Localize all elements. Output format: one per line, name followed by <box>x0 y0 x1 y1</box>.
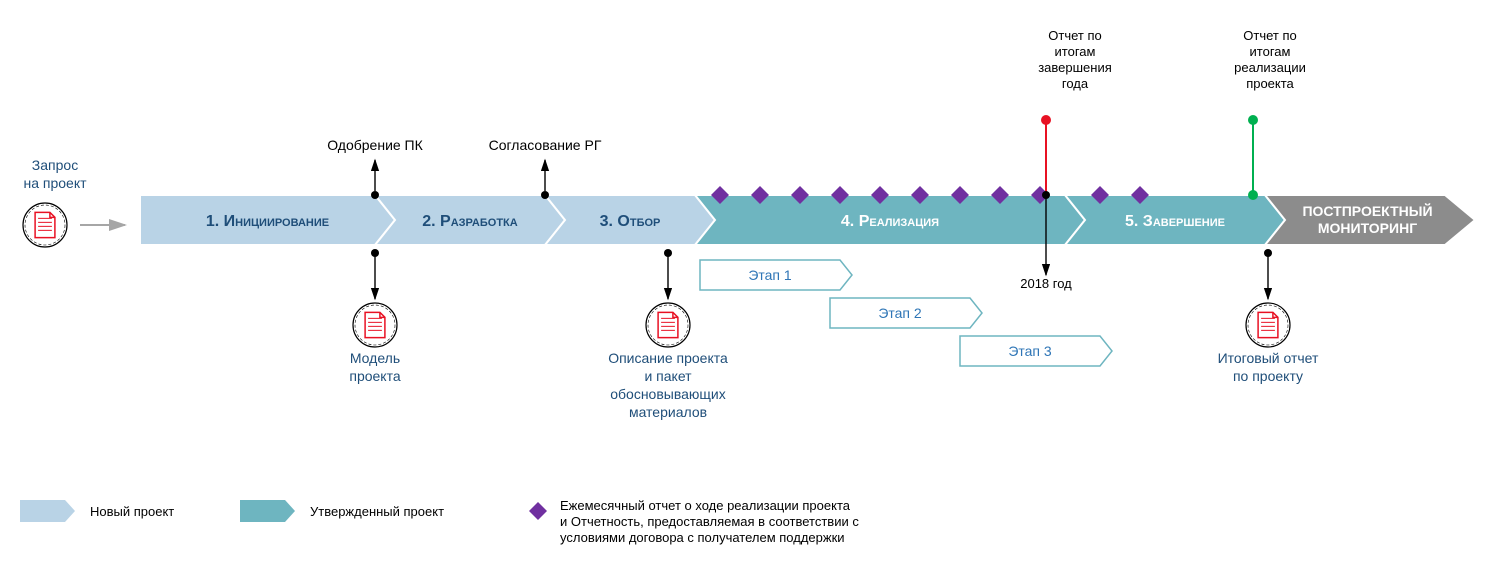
red-caption: года <box>1062 76 1089 91</box>
callout-label: Одобрение ПК <box>327 137 423 153</box>
red-caption: завершения <box>1038 60 1112 75</box>
green-caption: Отчет по <box>1243 28 1296 43</box>
request-label-1: Запрос <box>32 157 78 173</box>
stage-label: Этап 2 <box>878 305 922 321</box>
phase-label: 5. Завершение <box>1125 213 1225 230</box>
green-caption: реализации <box>1234 60 1306 75</box>
callout-dot <box>371 191 379 199</box>
phase-label: 3. Отбор <box>600 213 661 230</box>
callout-label: Согласование РГ <box>489 137 602 153</box>
red-caption: Отчет по <box>1048 28 1101 43</box>
document-icon <box>23 203 67 247</box>
red-marker-dot <box>1041 115 1051 125</box>
legend-appr-label: Утвержденный проект <box>310 504 444 519</box>
legend-new-icon <box>20 500 75 522</box>
doc-label: материалов <box>629 404 707 420</box>
phase-label: 1. Инициирование <box>206 213 329 230</box>
green-marker-dot-bot <box>1248 190 1258 200</box>
request-label-2: на проект <box>23 175 87 191</box>
doc-label: обосновывающих <box>610 386 726 402</box>
doc-label: Описание проекта <box>608 350 728 366</box>
doc-label: Модель <box>350 350 400 366</box>
year-label: 2018 год <box>1020 276 1072 291</box>
document-icon <box>353 303 397 347</box>
doc-label: и пакет <box>644 368 692 384</box>
stage-label: Этап 1 <box>748 267 792 283</box>
callout-dot <box>541 191 549 199</box>
phase-label: 4. Реализация <box>841 213 939 230</box>
legend-diamond-label: Ежемесячный отчет о ходе реализации прое… <box>560 498 851 513</box>
green-marker-dot-top <box>1248 115 1258 125</box>
doc-label: проекта <box>349 368 400 384</box>
doc-label: Итоговый отчет <box>1218 350 1319 366</box>
legend-diamond-label: условиями договора с получателем поддерж… <box>560 530 845 545</box>
phase-label2: МОНИТОРИНГ <box>1318 220 1417 236</box>
legend-new-label: Новый проект <box>90 504 174 519</box>
phase-label: ПОСТПРОЕКТНЫЙ <box>1302 202 1432 219</box>
legend-diamond-label: и Отчетность, предоставляемая в соответс… <box>560 514 859 529</box>
red-caption: итогам <box>1055 44 1096 59</box>
document-icon <box>1246 303 1290 347</box>
doc-label: по проекту <box>1233 368 1303 384</box>
legend-appr-icon <box>240 500 295 522</box>
diamond-icon <box>529 502 547 520</box>
document-icon <box>646 303 690 347</box>
green-caption: проекта <box>1246 76 1294 91</box>
stage-label: Этап 3 <box>1008 343 1052 359</box>
green-caption: итогам <box>1250 44 1291 59</box>
phase-label: 2. Разработка <box>422 213 518 230</box>
